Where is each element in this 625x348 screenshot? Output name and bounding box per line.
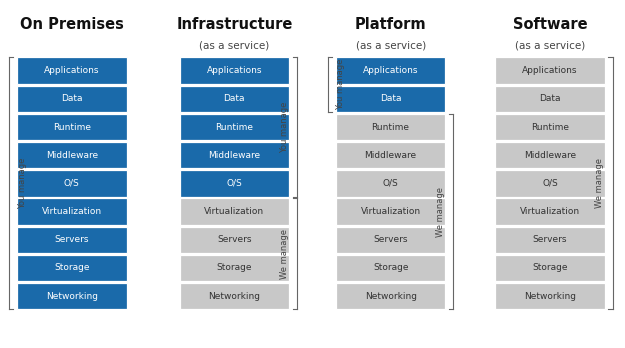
FancyBboxPatch shape [18,86,127,112]
Text: Platform: Platform [355,17,426,32]
Text: Servers: Servers [217,235,252,244]
FancyBboxPatch shape [180,170,289,197]
Text: Storage: Storage [54,263,89,272]
FancyBboxPatch shape [180,255,289,281]
Text: You manage: You manage [336,59,346,110]
FancyBboxPatch shape [336,283,445,309]
Text: (as a service): (as a service) [515,40,585,50]
FancyBboxPatch shape [496,86,605,112]
Text: Runtime: Runtime [372,122,409,132]
FancyBboxPatch shape [336,57,445,84]
Text: Middleware: Middleware [524,151,576,160]
Text: Storage: Storage [217,263,252,272]
Text: Data: Data [380,94,401,103]
Text: Applications: Applications [522,66,578,75]
FancyBboxPatch shape [180,57,289,84]
FancyBboxPatch shape [18,283,127,309]
FancyBboxPatch shape [496,255,605,281]
FancyBboxPatch shape [496,142,605,168]
FancyBboxPatch shape [18,57,127,84]
FancyBboxPatch shape [18,170,127,197]
Text: (as a service): (as a service) [199,40,269,50]
Text: O/S: O/S [226,179,242,188]
FancyBboxPatch shape [180,86,289,112]
FancyBboxPatch shape [496,114,605,140]
Text: Software: Software [512,17,588,32]
Text: We manage: We manage [595,158,604,208]
Text: Applications: Applications [363,66,418,75]
FancyBboxPatch shape [336,255,445,281]
Text: You manage: You manage [279,101,289,153]
Text: Virtualization: Virtualization [204,207,264,216]
Text: Applications: Applications [207,66,262,75]
Text: Infrastructure: Infrastructure [176,17,292,32]
FancyBboxPatch shape [496,227,605,253]
FancyBboxPatch shape [18,255,127,281]
FancyBboxPatch shape [180,227,289,253]
FancyBboxPatch shape [496,198,605,225]
Text: Storage: Storage [373,263,408,272]
Text: Data: Data [539,94,561,103]
Text: (as a service): (as a service) [356,40,426,50]
FancyBboxPatch shape [336,227,445,253]
Text: Virtualization: Virtualization [361,207,421,216]
Text: Networking: Networking [208,292,261,301]
FancyBboxPatch shape [18,198,127,225]
Text: Middleware: Middleware [46,151,98,160]
Text: We manage: We manage [436,187,445,237]
FancyBboxPatch shape [496,57,605,84]
FancyBboxPatch shape [180,142,289,168]
Text: Servers: Servers [532,235,568,244]
Text: Runtime: Runtime [216,122,253,132]
Text: Runtime: Runtime [531,122,569,132]
Text: O/S: O/S [542,179,558,188]
Text: On Premises: On Premises [20,17,124,32]
Text: Data: Data [61,94,82,103]
Text: O/S: O/S [382,179,399,188]
FancyBboxPatch shape [336,170,445,197]
Text: Data: Data [224,94,245,103]
Text: Runtime: Runtime [53,122,91,132]
FancyBboxPatch shape [18,114,127,140]
FancyBboxPatch shape [496,283,605,309]
Text: Applications: Applications [44,66,99,75]
FancyBboxPatch shape [180,198,289,225]
Text: Middleware: Middleware [208,151,261,160]
FancyBboxPatch shape [336,86,445,112]
FancyBboxPatch shape [18,142,127,168]
Text: Servers: Servers [373,235,408,244]
Text: Virtualization: Virtualization [42,207,102,216]
FancyBboxPatch shape [496,170,605,197]
Text: Networking: Networking [364,292,417,301]
Text: Networking: Networking [524,292,576,301]
Text: Middleware: Middleware [364,151,417,160]
Text: O/S: O/S [64,179,80,188]
Text: You manage: You manage [18,158,27,209]
Text: Networking: Networking [46,292,98,301]
Text: Virtualization: Virtualization [520,207,580,216]
Text: Servers: Servers [54,235,89,244]
FancyBboxPatch shape [336,198,445,225]
FancyBboxPatch shape [336,142,445,168]
Text: We manage: We manage [279,229,289,279]
FancyBboxPatch shape [336,114,445,140]
Text: Storage: Storage [532,263,568,272]
FancyBboxPatch shape [180,114,289,140]
FancyBboxPatch shape [180,283,289,309]
FancyBboxPatch shape [18,227,127,253]
